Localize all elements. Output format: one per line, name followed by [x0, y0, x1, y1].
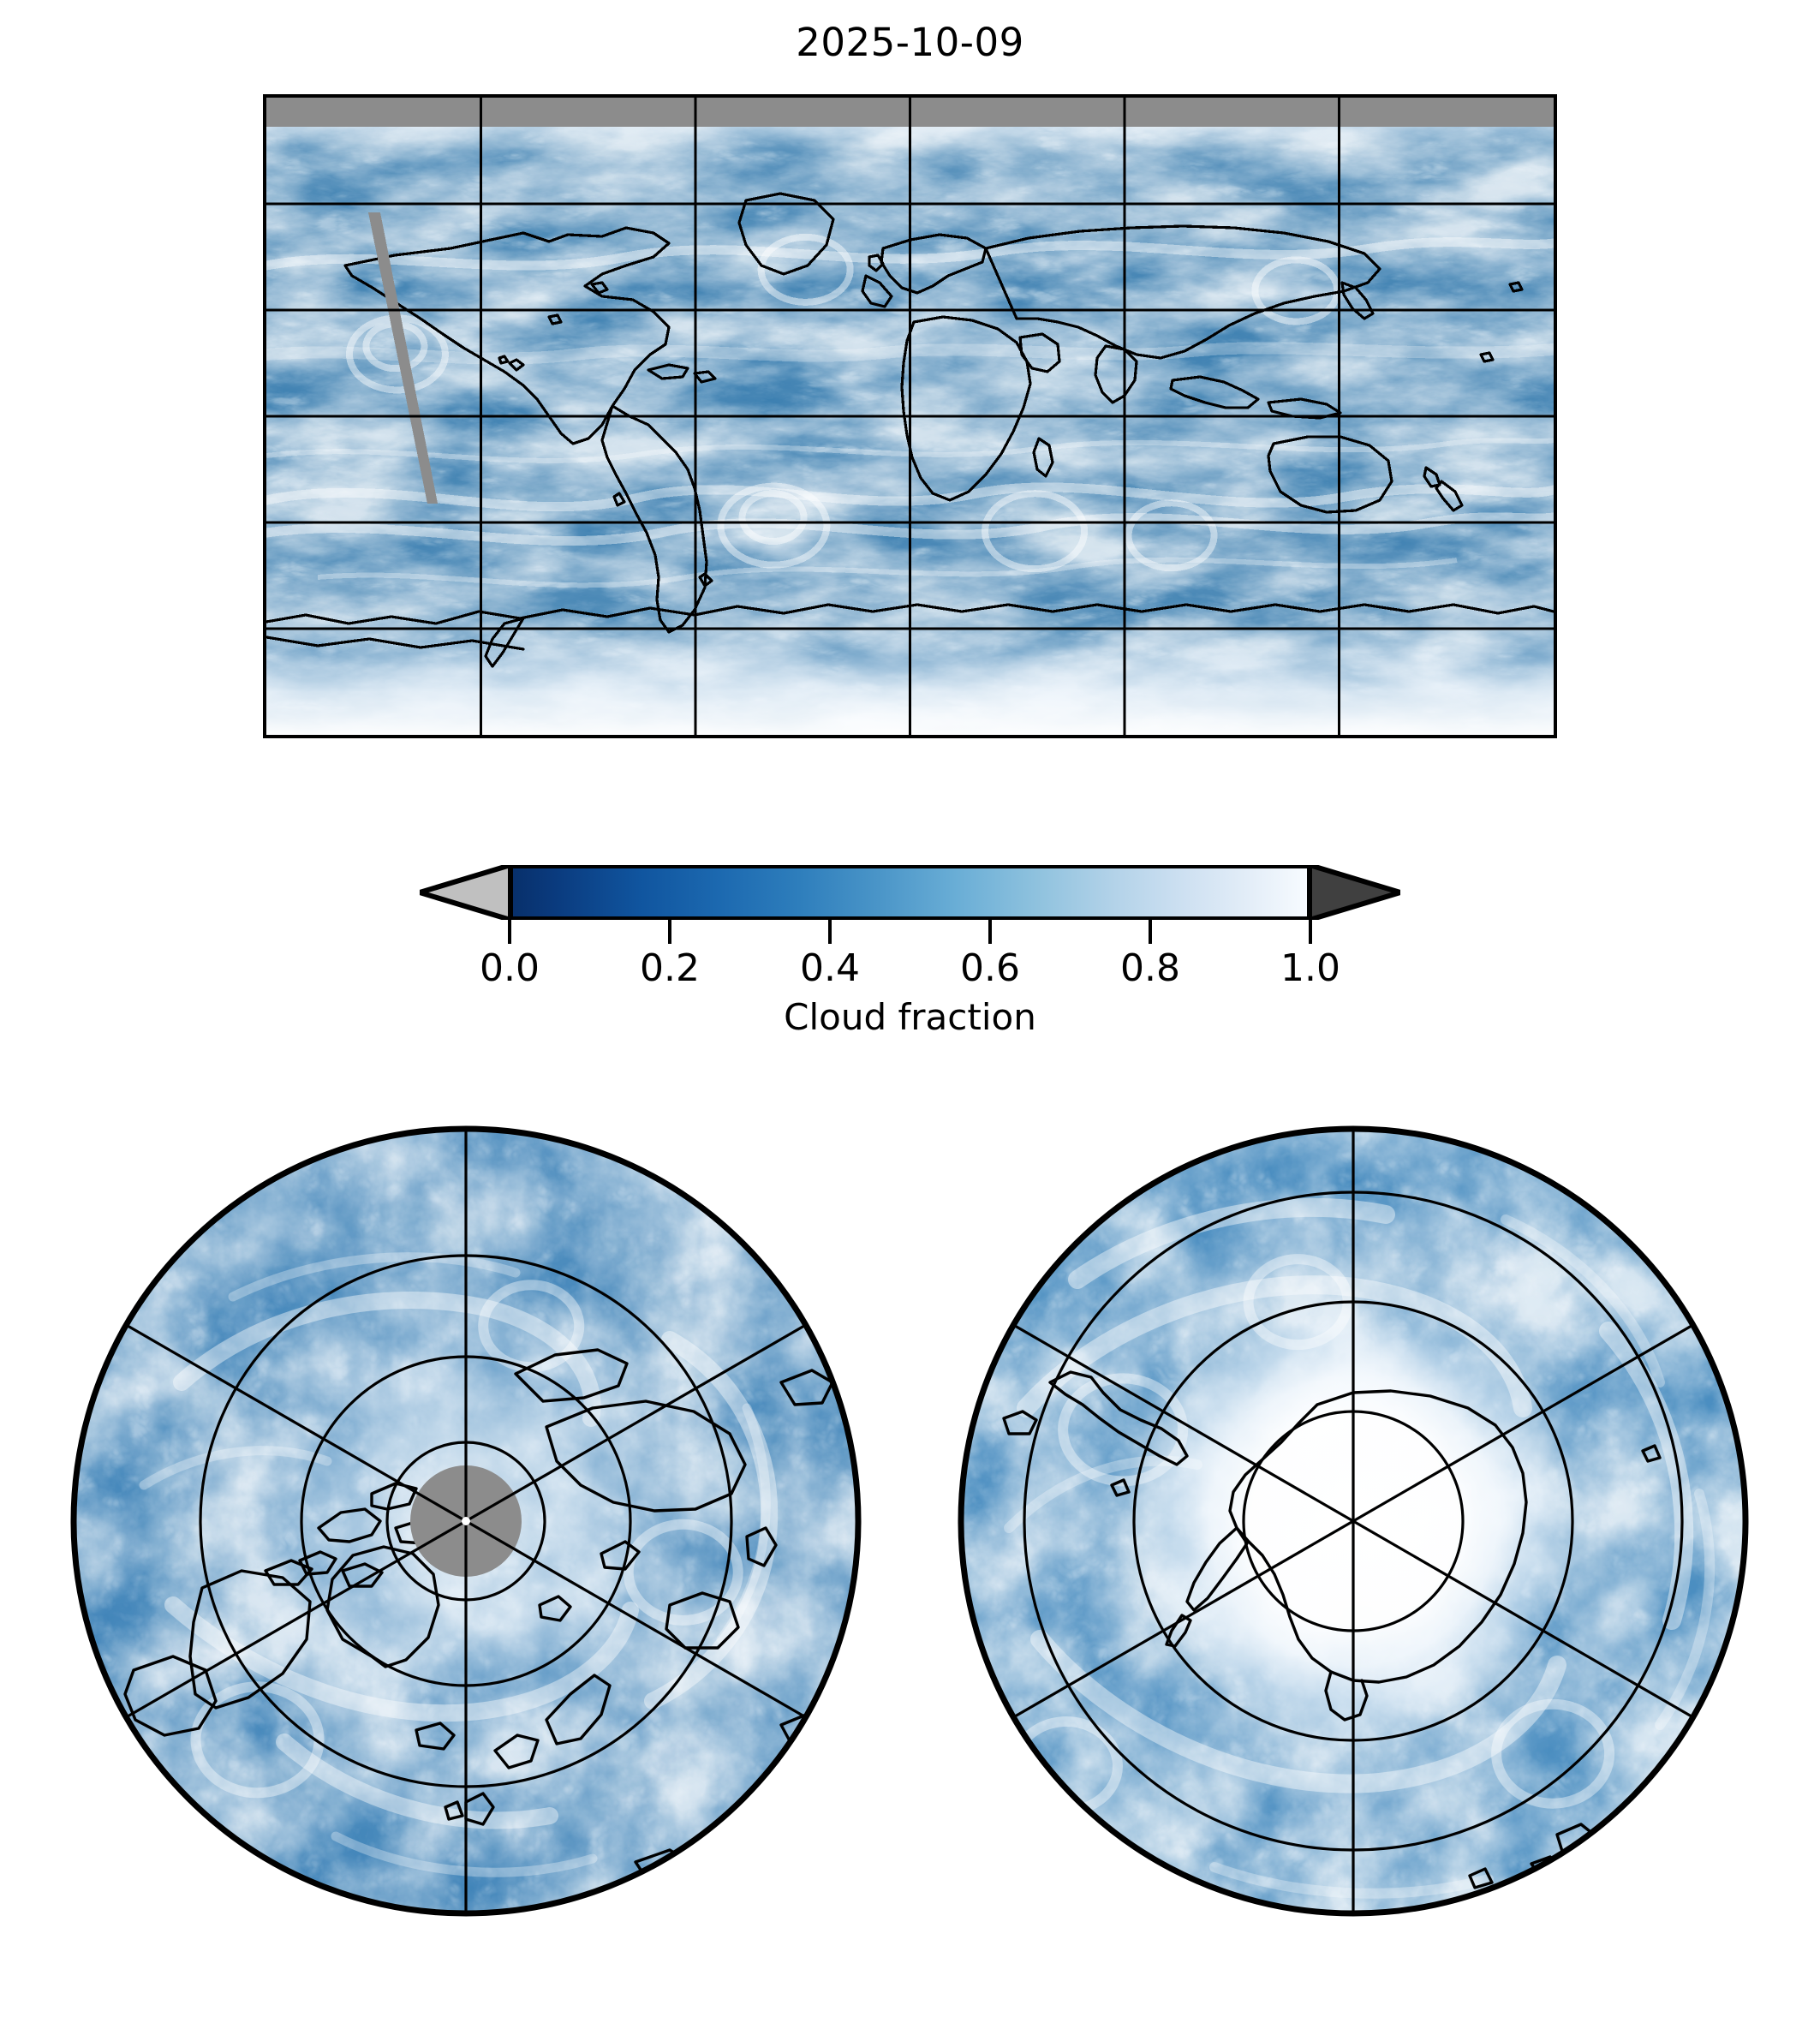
colorbar[interactable]: 0.0 0.2 0.4 0.6 0.8 1.0 Cloud fraction: [0, 865, 1820, 1038]
global-map-panel[interactable]: [263, 94, 1557, 738]
north-polar-canvas: [70, 1125, 862, 1917]
colorbar-gradient: [510, 865, 1310, 920]
colorbar-tick-0: [508, 920, 511, 944]
colorbar-tick-label-0: 0.0: [480, 946, 540, 990]
south-polar-panel[interactable]: [958, 1125, 1749, 1917]
colorbar-over-extend-arrow: [1310, 865, 1400, 920]
south-polar-canvas: [958, 1125, 1749, 1917]
figure-title: 2025-10-09: [796, 20, 1024, 65]
north-polar-panel[interactable]: [70, 1125, 862, 1917]
colorbar-tick-3: [988, 920, 992, 944]
colorbar-tick-4: [1149, 920, 1152, 944]
colorbar-tick-label-3: 0.6: [960, 946, 1020, 990]
colorbar-wrapper: [420, 865, 1400, 920]
colorbar-tick-2: [828, 920, 832, 944]
colorbar-ticks: [508, 920, 1312, 944]
colorbar-tick-label-1: 0.2: [640, 946, 700, 990]
colorbar-tick-1: [668, 920, 671, 944]
global-map-canvas: [266, 98, 1554, 735]
colorbar-tick-label-4: 0.8: [1120, 946, 1180, 990]
colorbar-tick-label-2: 0.4: [800, 946, 860, 990]
colorbar-under-extend-arrow: [420, 865, 510, 920]
colorbar-tick-label-5: 1.0: [1280, 946, 1340, 990]
colorbar-axis-label: Cloud fraction: [784, 996, 1036, 1038]
colorbar-tick-labels: 0.0 0.2 0.4 0.6 0.8 1.0: [480, 946, 1340, 992]
colorbar-tick-5: [1309, 920, 1312, 944]
